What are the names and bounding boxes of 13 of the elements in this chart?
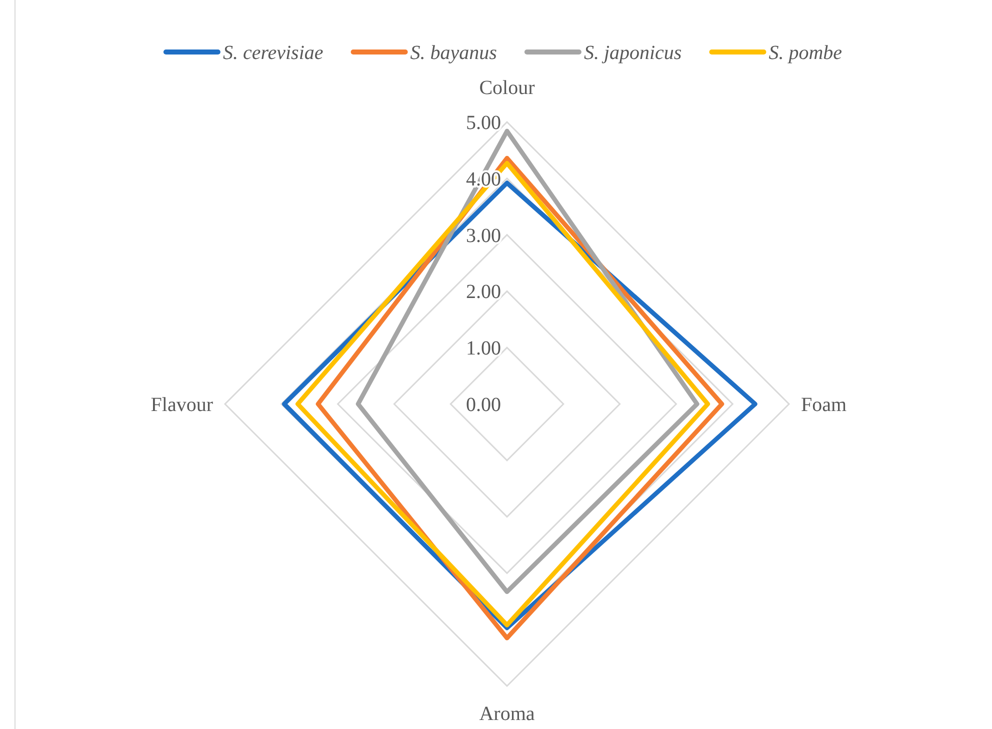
legend-label: S. japonicus xyxy=(584,42,682,64)
y-tick-label: 1.00 xyxy=(466,338,501,360)
spoke-label: Colour xyxy=(479,77,536,99)
spoke-label: Flavour xyxy=(150,394,214,416)
spoke-label: Aroma xyxy=(479,703,535,725)
y-tick-label: 5.00 xyxy=(466,112,501,134)
y-tick-label: 2.00 xyxy=(466,281,501,304)
legend-label: S. cerevisiae xyxy=(222,42,324,64)
y-tick-label: 3.00 xyxy=(466,224,501,247)
spoke-label: Foam xyxy=(801,394,847,416)
legend-label: S. bayanus xyxy=(410,42,498,64)
y-tick-label: 0.00 xyxy=(466,394,501,416)
legend-label: S. pombe xyxy=(768,42,842,64)
